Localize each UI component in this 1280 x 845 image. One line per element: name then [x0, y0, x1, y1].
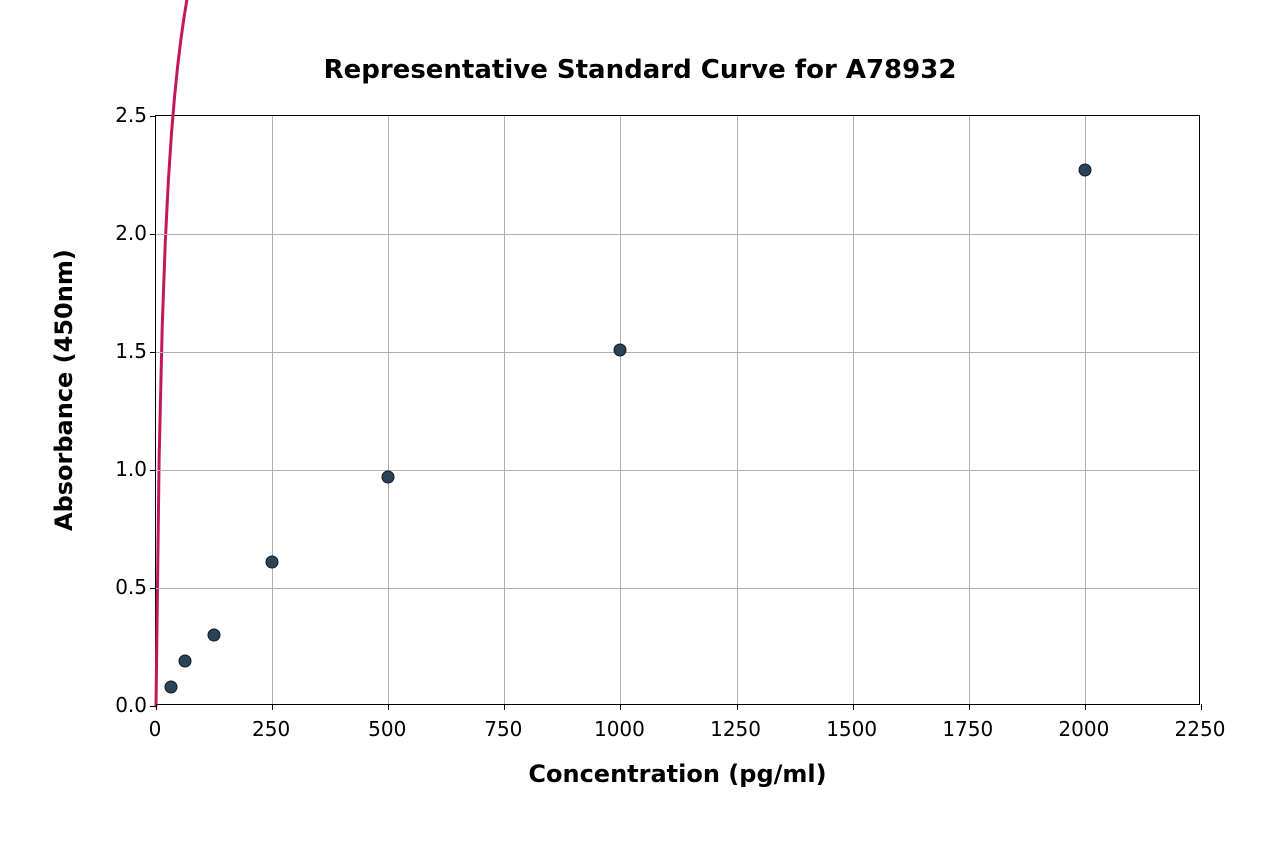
y-tick — [150, 588, 156, 589]
standard-curve-svg — [156, 116, 1201, 706]
data-point — [179, 655, 192, 668]
y-tick — [150, 470, 156, 471]
x-tick-label: 750 — [484, 717, 522, 741]
gridline-h — [156, 352, 1199, 353]
y-tick — [150, 116, 156, 117]
gridline-h — [156, 234, 1199, 235]
y-tick — [150, 706, 156, 707]
x-tick — [156, 704, 157, 710]
y-tick — [150, 234, 156, 235]
data-point — [382, 471, 395, 484]
y-tick-label: 1.0 — [107, 457, 147, 481]
gridline-v — [272, 116, 273, 704]
x-tick — [853, 704, 854, 710]
x-tick — [620, 704, 621, 710]
gridline-h — [156, 588, 1199, 589]
x-axis-label: Concentration (pg/ml) — [155, 760, 1200, 788]
x-tick-label: 500 — [368, 717, 406, 741]
data-point — [164, 681, 177, 694]
gridline-v — [737, 116, 738, 704]
y-tick-label: 1.5 — [107, 339, 147, 363]
x-tick — [737, 704, 738, 710]
y-tick — [150, 352, 156, 353]
x-tick-label: 2250 — [1175, 717, 1226, 741]
chart-title: Representative Standard Curve for A78932 — [0, 55, 1280, 85]
data-point — [1078, 164, 1091, 177]
data-point — [208, 629, 221, 642]
data-point — [266, 556, 279, 569]
y-tick-label: 0.0 — [107, 693, 147, 717]
x-tick — [969, 704, 970, 710]
x-tick-label: 0 — [149, 717, 162, 741]
gridline-v — [969, 116, 970, 704]
x-tick-label: 1250 — [710, 717, 761, 741]
x-tick-label: 2000 — [1058, 717, 1109, 741]
y-axis-label: Absorbance (450nm) — [50, 249, 78, 531]
x-tick-label: 1750 — [942, 717, 993, 741]
x-tick — [1201, 704, 1202, 710]
data-point — [614, 343, 627, 356]
gridline-v — [620, 116, 621, 704]
chart-figure: Representative Standard Curve for A78932… — [0, 0, 1280, 845]
x-tick-label: 250 — [252, 717, 290, 741]
x-tick — [388, 704, 389, 710]
y-tick-label: 0.5 — [107, 575, 147, 599]
gridline-v — [853, 116, 854, 704]
plot-area — [155, 115, 1200, 705]
y-tick-label: 2.0 — [107, 221, 147, 245]
x-tick — [504, 704, 505, 710]
x-tick — [272, 704, 273, 710]
gridline-h — [156, 470, 1199, 471]
y-tick-label: 2.5 — [107, 103, 147, 127]
gridline-v — [388, 116, 389, 704]
gridline-v — [504, 116, 505, 704]
x-tick — [1085, 704, 1086, 710]
gridline-v — [1085, 116, 1086, 704]
x-tick-label: 1000 — [594, 717, 645, 741]
x-tick-label: 1500 — [826, 717, 877, 741]
